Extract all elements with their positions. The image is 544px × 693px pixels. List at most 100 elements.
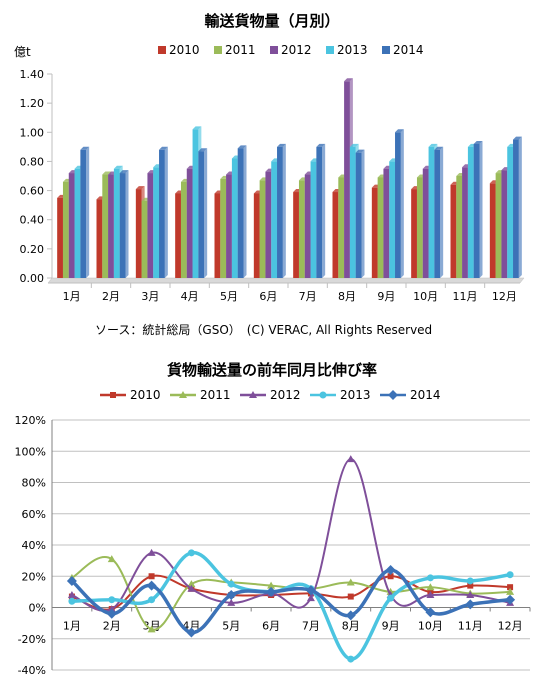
line-point bbox=[226, 590, 237, 600]
bar bbox=[377, 177, 384, 278]
bar-top bbox=[119, 170, 129, 174]
bar bbox=[271, 161, 278, 278]
bar bbox=[467, 146, 474, 278]
bar bbox=[428, 146, 435, 278]
legend-label: 2013 bbox=[337, 43, 368, 57]
bar-chart-x-tick-label: 8月 bbox=[338, 290, 356, 303]
bar-top bbox=[395, 129, 404, 133]
bar-top bbox=[135, 186, 145, 190]
bar bbox=[135, 189, 142, 278]
bar-top bbox=[473, 140, 483, 144]
bar-chart-x-tick-label: 4月 bbox=[181, 290, 199, 303]
bar-chart-x-tick-label: 2月 bbox=[102, 290, 120, 303]
bar-chart-y-unit: 億t bbox=[14, 45, 31, 59]
line-chart-title: 貨物輸送量の前年同月比伸び率 bbox=[167, 361, 377, 379]
bar bbox=[141, 200, 148, 278]
bar bbox=[349, 146, 356, 278]
line-chart-x-tick-label: 8月 bbox=[342, 620, 360, 633]
bar-top bbox=[277, 143, 286, 147]
line-point bbox=[387, 573, 394, 580]
legend-label: 2011 bbox=[200, 388, 231, 402]
bar-side bbox=[322, 143, 326, 278]
line-point bbox=[179, 391, 187, 398]
bar-chart-y-tick-label: 0.00 bbox=[20, 272, 45, 285]
bar bbox=[237, 148, 244, 278]
bar-chart-y-tick-label: 0.40 bbox=[20, 214, 45, 227]
bar bbox=[62, 181, 69, 278]
line-chart-legend: 2010 2011 2012 2013 2014 bbox=[100, 388, 441, 402]
line-point bbox=[110, 392, 116, 398]
bar bbox=[462, 167, 468, 278]
bar-chart-y-tick-label: 0.80 bbox=[20, 155, 45, 168]
line-point bbox=[466, 591, 475, 598]
line-chart-y-tick-label: 120% bbox=[15, 414, 46, 427]
legend-label: 2010 bbox=[169, 43, 200, 57]
bar bbox=[175, 193, 181, 278]
bar-chart-x-tick-label: 9月 bbox=[377, 290, 395, 303]
bar-side bbox=[204, 148, 208, 278]
line-point bbox=[347, 593, 354, 600]
bar bbox=[102, 174, 109, 278]
bar-chart-axes: 0.00 0.20 0.40 0.60 0.80 1.00 1.20 1.40 1月 2月 3月 4月… bbox=[20, 68, 525, 303]
bar bbox=[389, 161, 396, 278]
line-point bbox=[108, 596, 116, 604]
bar-side bbox=[361, 149, 365, 278]
line-chart-y-tick-label: -20% bbox=[18, 633, 46, 646]
bar bbox=[231, 158, 238, 278]
bar bbox=[501, 170, 508, 278]
bar-top bbox=[237, 145, 247, 149]
legend-swatch bbox=[382, 46, 390, 54]
line-point bbox=[385, 565, 396, 575]
line-point bbox=[107, 555, 116, 563]
line-point bbox=[346, 455, 355, 463]
bar-top bbox=[355, 149, 365, 153]
line-point bbox=[66, 575, 77, 586]
line-point bbox=[186, 627, 197, 638]
line-point bbox=[146, 580, 157, 591]
legend-label: 2013 bbox=[340, 388, 371, 402]
bar-top bbox=[198, 148, 208, 152]
bar bbox=[338, 177, 345, 278]
line-chart-y-tick-label: 20% bbox=[22, 570, 46, 583]
line-point bbox=[505, 594, 516, 605]
line-chart-x-tick-label: 2月 bbox=[103, 620, 121, 633]
bar-top bbox=[192, 126, 202, 130]
bar bbox=[422, 168, 429, 278]
legend-label: 2014 bbox=[410, 388, 441, 402]
bar bbox=[513, 139, 519, 278]
bar-chart-x-tick-label: 6月 bbox=[259, 290, 277, 303]
bar bbox=[214, 193, 221, 278]
bar bbox=[411, 189, 417, 278]
bar-side bbox=[440, 146, 444, 278]
line-point bbox=[68, 597, 76, 605]
line-point bbox=[147, 548, 156, 556]
legend-swatch bbox=[214, 46, 222, 54]
bar-top bbox=[316, 143, 326, 147]
line-point bbox=[147, 625, 156, 633]
bar-chart-x-tick-label: 11月 bbox=[453, 290, 478, 303]
legend-label: 2014 bbox=[393, 43, 424, 57]
bar bbox=[293, 192, 299, 278]
line-chart-x-tick-label: 10月 bbox=[418, 620, 443, 633]
bar-top bbox=[513, 136, 522, 140]
line-chart-y-tick-label: 0% bbox=[29, 602, 46, 615]
line-chart-x-tick-label: 11月 bbox=[458, 620, 483, 633]
line-point bbox=[465, 599, 476, 610]
bar bbox=[310, 161, 317, 278]
bar-side bbox=[86, 146, 90, 278]
bar-side bbox=[518, 136, 522, 278]
bar-top bbox=[113, 165, 123, 169]
bar bbox=[395, 132, 401, 278]
line-chart-y-tick-label: 80% bbox=[22, 477, 46, 490]
source-note: ソース：統計総局（GSO） (C) VERAC, All Rights Rese… bbox=[95, 322, 432, 337]
line-point bbox=[425, 607, 436, 618]
bar bbox=[456, 176, 463, 278]
line-point bbox=[506, 587, 515, 595]
bar-chart-x-tick-label: 1月 bbox=[63, 290, 81, 303]
line-point bbox=[466, 577, 474, 585]
bar bbox=[108, 174, 114, 278]
bar-chart-y-tick-label: 1.20 bbox=[20, 97, 45, 110]
bar-chart-x-tick-label: 10月 bbox=[413, 290, 438, 303]
bar-side bbox=[125, 170, 129, 278]
